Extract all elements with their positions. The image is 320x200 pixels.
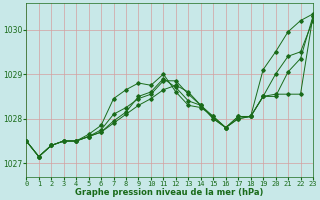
X-axis label: Graphe pression niveau de la mer (hPa): Graphe pression niveau de la mer (hPa) <box>76 188 264 197</box>
